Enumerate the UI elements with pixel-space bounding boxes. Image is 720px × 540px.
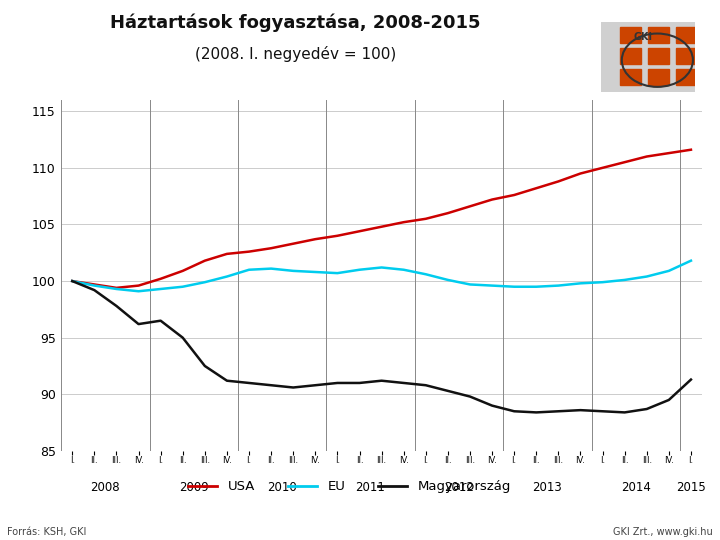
Text: 2008: 2008	[91, 482, 120, 495]
Bar	[620, 48, 641, 64]
Text: (2008. I. negyedév = 100): (2008. I. negyedév = 100)	[194, 46, 396, 62]
Text: Háztartások fogyasztása, 2008-2015: Háztartások fogyasztása, 2008-2015	[110, 14, 480, 32]
Text: 2014: 2014	[621, 482, 651, 495]
Text: 2015: 2015	[676, 482, 706, 495]
Bar	[648, 69, 669, 85]
Text: GKI Zrt., www.gki.hu: GKI Zrt., www.gki.hu	[613, 527, 713, 537]
Text: 2011: 2011	[356, 482, 385, 495]
Bar	[620, 69, 641, 85]
Text: 2012: 2012	[444, 482, 474, 495]
Legend: USA, EU, Magyarország: USA, EU, Magyarország	[183, 475, 516, 499]
Text: GKI: GKI	[634, 32, 653, 42]
Text: Forrás: KSH, GKI: Forrás: KSH, GKI	[7, 527, 86, 537]
Text: 2009: 2009	[179, 482, 209, 495]
Bar	[676, 69, 697, 85]
Text: 2013: 2013	[533, 482, 562, 495]
Text: 2010: 2010	[267, 482, 297, 495]
Bar	[676, 27, 697, 43]
Bar	[648, 48, 669, 64]
Bar	[676, 48, 697, 64]
Bar	[648, 27, 669, 43]
Bar	[620, 27, 641, 43]
